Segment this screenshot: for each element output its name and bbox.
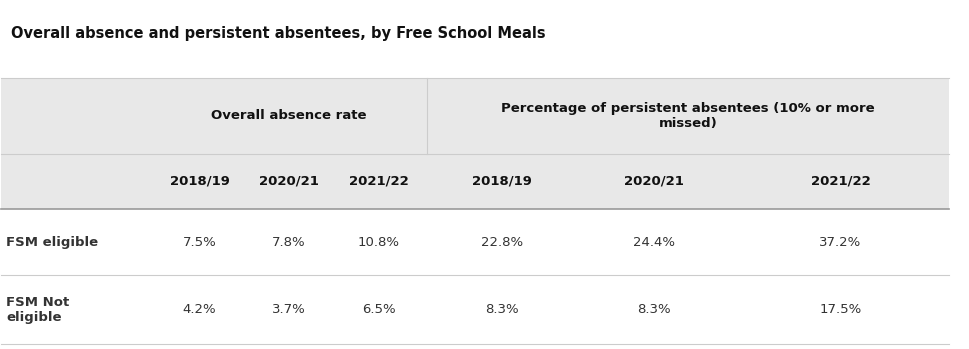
- Text: FSM eligible: FSM eligible: [6, 236, 98, 248]
- Text: 2021/22: 2021/22: [349, 175, 408, 188]
- Bar: [1, 154, 949, 209]
- Text: 7.5%: 7.5%: [182, 236, 216, 248]
- Text: 2020/21: 2020/21: [624, 175, 683, 188]
- Text: 22.8%: 22.8%: [481, 236, 522, 248]
- Bar: [1, 77, 949, 154]
- Text: 8.3%: 8.3%: [637, 303, 671, 316]
- Text: Overall absence rate: Overall absence rate: [211, 109, 366, 122]
- Text: Percentage of persistent absentees (10% or more
missed): Percentage of persistent absentees (10% …: [501, 102, 874, 129]
- Text: 10.8%: 10.8%: [358, 236, 399, 248]
- Text: 2021/22: 2021/22: [810, 175, 869, 188]
- Text: 2020/21: 2020/21: [259, 175, 319, 188]
- Text: 2018/19: 2018/19: [472, 175, 531, 188]
- Text: 7.8%: 7.8%: [272, 236, 305, 248]
- Text: 2018/19: 2018/19: [170, 175, 230, 188]
- Text: 8.3%: 8.3%: [484, 303, 518, 316]
- Text: 17.5%: 17.5%: [819, 303, 860, 316]
- Text: Overall absence and persistent absentees, by Free School Meals: Overall absence and persistent absentees…: [11, 25, 546, 40]
- Text: FSM Not
eligible: FSM Not eligible: [6, 296, 70, 324]
- Text: 4.2%: 4.2%: [183, 303, 216, 316]
- Text: 3.7%: 3.7%: [272, 303, 305, 316]
- Text: 37.2%: 37.2%: [819, 236, 860, 248]
- Text: 6.5%: 6.5%: [361, 303, 395, 316]
- Text: 24.4%: 24.4%: [633, 236, 674, 248]
